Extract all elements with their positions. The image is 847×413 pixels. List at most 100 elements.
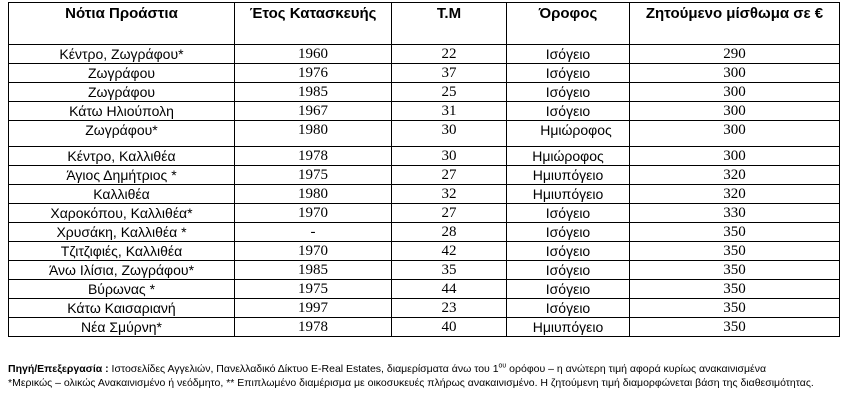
source-text-a: Ιστοσελίδες Αγγελιών, Πανελλαδικό Δίκτυο… bbox=[108, 363, 499, 375]
source-text-b: ορόφου – η ανώτερη τιμή αφορά κυρίως ανα… bbox=[506, 363, 767, 375]
table-row: Τζιτζιφιές, Καλλιθέα 1970 42 Ισόγειο 350 bbox=[8, 241, 840, 261]
area-cell: Άγιος Δημήτριος * bbox=[8, 165, 235, 185]
price-cell: 320 bbox=[629, 165, 840, 185]
sqm-cell: 35 bbox=[391, 260, 507, 280]
sqm-cell: 42 bbox=[391, 241, 507, 261]
header-row: Νότια Προάστια Έτος Κατασκευής Τ.Μ Όροφο… bbox=[8, 2, 840, 45]
table-row: Κάτω Ηλιούπολη 1967 31 Ισόγειο 300 bbox=[8, 101, 840, 121]
year-cell: 1960 bbox=[234, 44, 392, 64]
year-cell: 1967 bbox=[234, 101, 392, 121]
price-cell: 350 bbox=[629, 317, 840, 337]
year-cell: 1970 bbox=[234, 203, 392, 223]
price-cell: 350 bbox=[629, 279, 840, 299]
floor-cell: Ημιώροφος bbox=[506, 120, 630, 147]
table-row: Νέα Σμύρνη* 1978 40 Ημιυπόγειο 350 bbox=[8, 317, 840, 337]
header-floor: Όροφος bbox=[506, 2, 630, 45]
area-cell: Ζωγράφου bbox=[8, 82, 235, 102]
year-cell: 1985 bbox=[234, 82, 392, 102]
table-row: Άγιος Δημήτριος * 1975 27 Ημιυπόγειο 320 bbox=[8, 165, 840, 185]
year-cell: - bbox=[234, 222, 392, 242]
price-cell: 350 bbox=[629, 260, 840, 280]
year-cell: 1985 bbox=[234, 260, 392, 280]
table-row: Κέντρο, Ζωγράφου* 1960 22 Ισόγειο 290 bbox=[8, 44, 840, 64]
area-cell: Καλλιθέα bbox=[8, 184, 235, 204]
table-row: Κάτω Καισαριανή 1997 23 Ισόγειο 350 bbox=[8, 298, 840, 318]
sqm-cell: 27 bbox=[391, 203, 507, 223]
price-cell: 350 bbox=[629, 241, 840, 261]
sqm-cell: 32 bbox=[391, 184, 507, 204]
header-area: Νότια Προάστια bbox=[8, 2, 235, 45]
table-row: Άνω Ιλίσια, Ζωγράφου* 1985 35 Ισόγειο 35… bbox=[8, 260, 840, 280]
year-cell: 1978 bbox=[234, 317, 392, 337]
sqm-cell: 44 bbox=[391, 279, 507, 299]
area-cell: Τζιτζιφιές, Καλλιθέα bbox=[8, 241, 235, 261]
floor-cell: Ισόγειο bbox=[506, 279, 630, 299]
area-cell: Χαροκόπου, Καλλιθέα* bbox=[8, 203, 235, 223]
floor-cell: Ισόγειο bbox=[506, 222, 630, 242]
source-label: Πηγή/Επεξεργασία : bbox=[8, 363, 109, 375]
area-cell: Χρυσάκη, Καλλιθέα * bbox=[8, 222, 235, 242]
table-row: Κέντρο, Καλλιθέα 1978 30 Ημιώροφος 300 bbox=[8, 146, 840, 166]
sqm-cell: 30 bbox=[391, 120, 507, 147]
year-cell: 1980 bbox=[234, 184, 392, 204]
floor-cell: Ημιυπόγειο bbox=[506, 317, 630, 337]
table-row: Χρυσάκη, Καλλιθέα * - 28 Ισόγειο 350 bbox=[8, 222, 840, 242]
year-cell: 1978 bbox=[234, 146, 392, 166]
year-cell: 1976 bbox=[234, 63, 392, 83]
floor-cell: Ισόγειο bbox=[506, 260, 630, 280]
sqm-cell: 40 bbox=[391, 317, 507, 337]
year-cell: 1975 bbox=[234, 279, 392, 299]
sqm-cell: 23 bbox=[391, 298, 507, 318]
table-row: Χαροκόπου, Καλλιθέα* 1970 27 Ισόγειο 330 bbox=[8, 203, 840, 223]
floor-cell: Ισόγειο bbox=[506, 203, 630, 223]
sqm-cell: 31 bbox=[391, 101, 507, 121]
table-row: Καλλιθέα 1980 32 Ημιυπόγειο 320 bbox=[8, 184, 840, 204]
header-price: Ζητούμενο μίσθωμα σε € bbox=[629, 2, 840, 45]
floor-cell: Ημιώροφος bbox=[506, 146, 630, 166]
price-cell: 350 bbox=[629, 222, 840, 242]
sqm-cell: 22 bbox=[391, 44, 507, 64]
area-cell: Κέντρο, Καλλιθέα bbox=[8, 146, 235, 166]
table-row: Ζωγράφου* 1980 30 Ημιώροφος 300 bbox=[8, 120, 840, 147]
price-cell: 290 bbox=[629, 44, 840, 64]
area-cell: Ζωγράφου* bbox=[8, 120, 235, 147]
area-cell: Άνω Ιλίσια, Ζωγράφου* bbox=[8, 260, 235, 280]
source-note: Πηγή/Επεξεργασία : Ιστοσελίδες Αγγελιών,… bbox=[8, 362, 838, 376]
table-notes: Πηγή/Επεξεργασία : Ιστοσελίδες Αγγελιών,… bbox=[8, 362, 838, 390]
floor-cell: Ισόγειο bbox=[506, 44, 630, 64]
area-cell: Κάτω Καισαριανή bbox=[8, 298, 235, 318]
header-sqm: Τ.Μ bbox=[391, 2, 507, 45]
sqm-cell: 25 bbox=[391, 82, 507, 102]
year-cell: 1975 bbox=[234, 165, 392, 185]
floor-cell: Ημιυπόγειο bbox=[506, 165, 630, 185]
price-cell: 300 bbox=[629, 82, 840, 102]
price-cell: 320 bbox=[629, 184, 840, 204]
price-cell: 300 bbox=[629, 63, 840, 83]
year-cell: 1970 bbox=[234, 241, 392, 261]
floor-cell: Ημιυπόγειο bbox=[506, 184, 630, 204]
sqm-cell: 28 bbox=[391, 222, 507, 242]
year-cell: 1997 bbox=[234, 298, 392, 318]
rent-table: Νότια Προάστια Έτος Κατασκευής Τ.Μ Όροφο… bbox=[8, 2, 840, 337]
area-cell: Βύρωνας * bbox=[8, 279, 235, 299]
floor-cell: Ισόγειο bbox=[506, 241, 630, 261]
sqm-cell: 30 bbox=[391, 146, 507, 166]
area-cell: Κάτω Ηλιούπολη bbox=[8, 101, 235, 121]
price-cell: 330 bbox=[629, 203, 840, 223]
source-superscript: ου bbox=[498, 362, 507, 370]
year-cell: 1980 bbox=[234, 120, 392, 147]
floor-cell: Ισόγειο bbox=[506, 101, 630, 121]
floor-cell: Ισόγειο bbox=[506, 63, 630, 83]
price-cell: 300 bbox=[629, 101, 840, 121]
floor-cell: Ισόγειο bbox=[506, 82, 630, 102]
area-cell: Νέα Σμύρνη* bbox=[8, 317, 235, 337]
table-row: Ζωγράφου 1976 37 Ισόγειο 300 bbox=[8, 63, 840, 83]
table-row: Ζωγράφου 1985 25 Ισόγειο 300 bbox=[8, 82, 840, 102]
floor-cell: Ισόγειο bbox=[506, 298, 630, 318]
sqm-cell: 27 bbox=[391, 165, 507, 185]
price-cell: 350 bbox=[629, 298, 840, 318]
sqm-cell: 37 bbox=[391, 63, 507, 83]
table-row: Βύρωνας * 1975 44 Ισόγειο 350 bbox=[8, 279, 840, 299]
footnote: *Μερικώς – ολικώς Ανακαινισμένο ή νεόδμη… bbox=[8, 377, 814, 389]
area-cell: Ζωγράφου bbox=[8, 63, 235, 83]
